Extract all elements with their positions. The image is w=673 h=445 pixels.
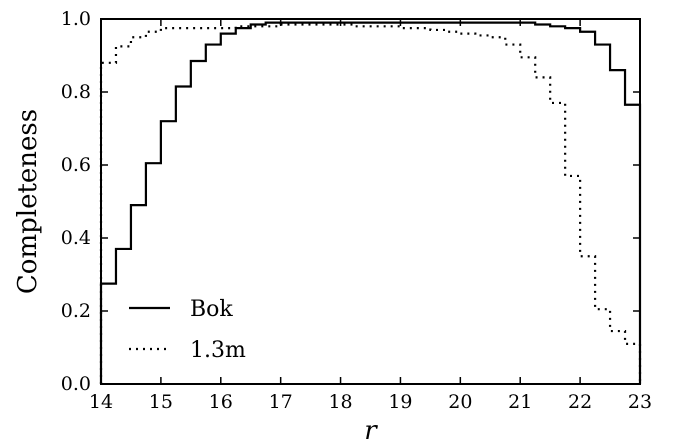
x-tick-label-6: 20 [448, 391, 472, 413]
x-tick-label-7: 21 [508, 391, 532, 413]
series-bok-line [99, 21, 642, 384]
y-tick-label-4: 0.8 [61, 81, 91, 103]
y-axis-ticks: 0.0 0.2 0.4 0.6 0.8 1.0 [61, 8, 640, 395]
series-1-3m-line [99, 23, 642, 384]
y-tick-label-3: 0.6 [61, 154, 91, 176]
legend: Bok 1.3m [129, 297, 246, 363]
x-axis-title: r [364, 416, 378, 445]
y-tick-label-2: 0.4 [61, 227, 91, 249]
x-tick-label-8: 22 [568, 391, 592, 413]
x-tick-label-5: 19 [388, 391, 412, 413]
x-axis-ticks: 14 15 16 17 18 19 20 21 22 23 [89, 19, 652, 413]
x-tick-label-9: 23 [628, 391, 652, 413]
series-layer [99, 21, 642, 384]
x-tick-label-4: 18 [328, 391, 352, 413]
y-tick-label-1: 0.2 [61, 300, 91, 322]
x-tick-label-1: 15 [149, 391, 173, 413]
x-tick-label-0: 14 [89, 391, 113, 413]
y-tick-label-5: 1.0 [61, 8, 91, 30]
x-tick-label-3: 17 [269, 391, 293, 413]
y-axis-title: Completeness [13, 109, 43, 294]
x-tick-label-2: 16 [209, 391, 233, 413]
y-tick-label-0: 0.0 [61, 373, 91, 395]
plot-frame [100, 18, 641, 385]
legend-label-1: 1.3m [190, 338, 246, 363]
legend-label-0: Bok [190, 297, 233, 322]
